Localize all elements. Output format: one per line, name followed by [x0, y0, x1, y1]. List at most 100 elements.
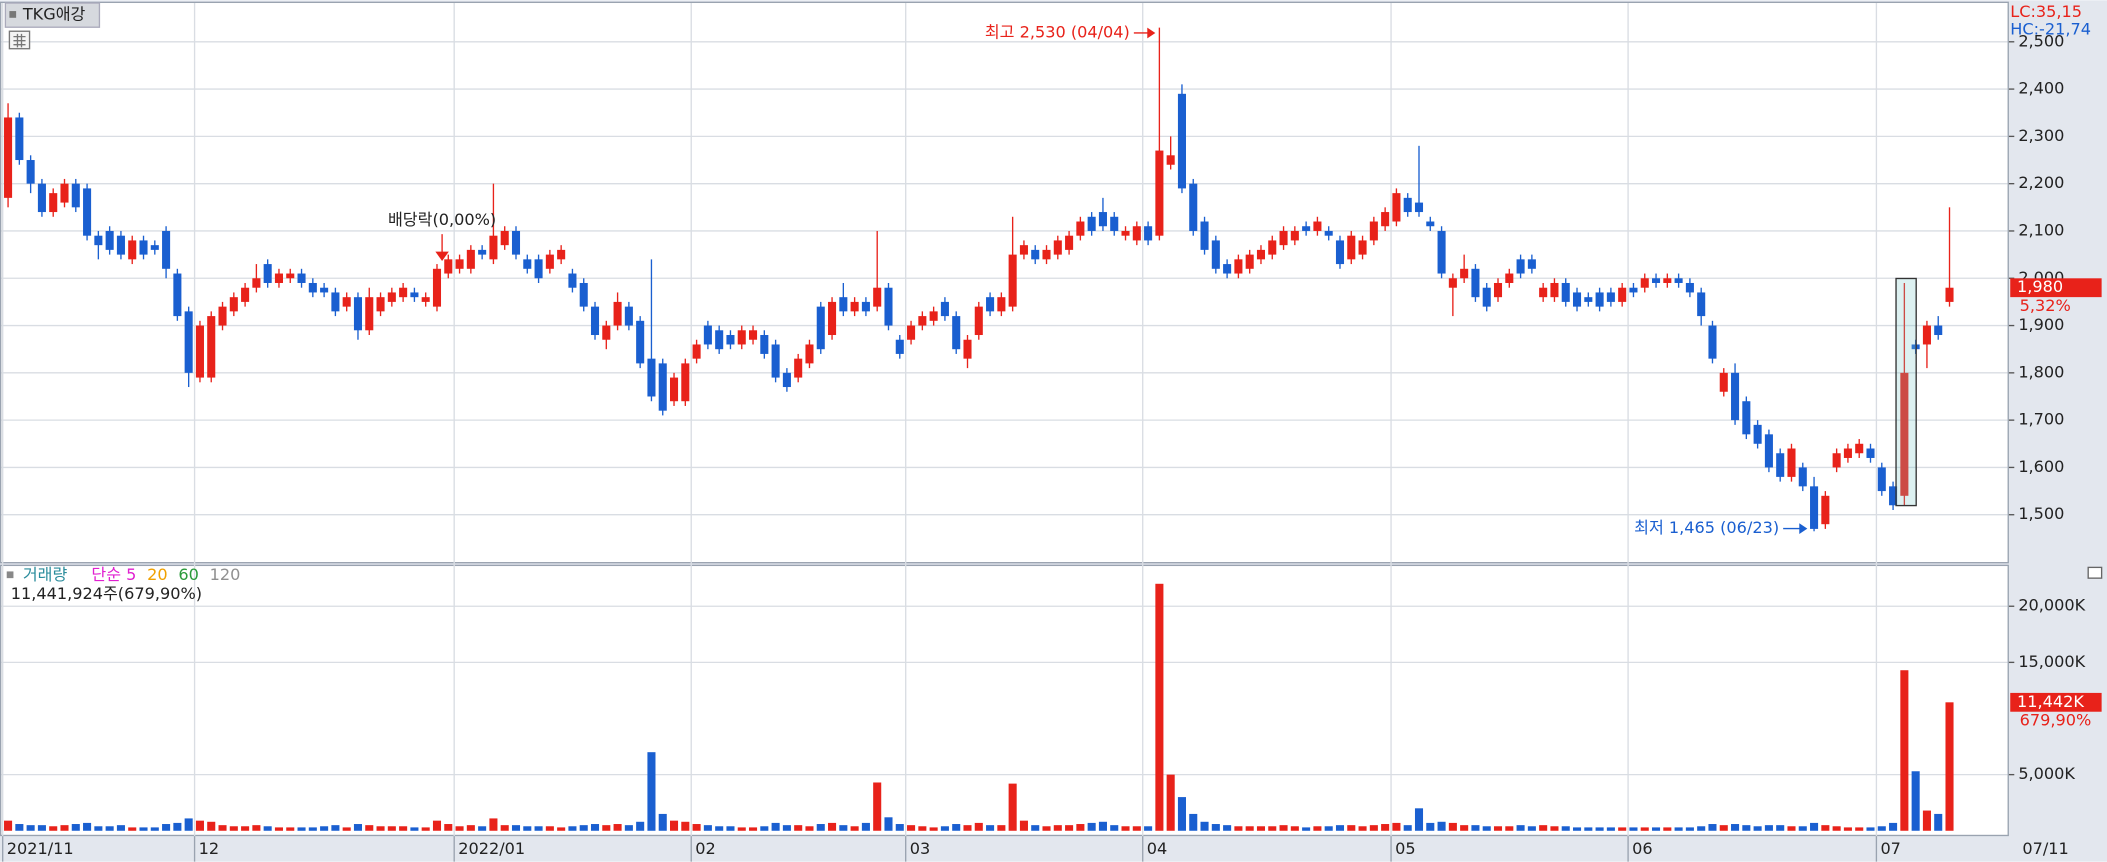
candle-body	[669, 377, 679, 402]
volume-bar	[534, 826, 543, 831]
volume-bar	[331, 825, 340, 831]
indicator: HC:-21,74	[2010, 19, 2091, 38]
volume-bar	[715, 826, 724, 831]
candle-body	[1934, 325, 1943, 336]
volume-bar	[940, 826, 949, 831]
candle-body	[1426, 221, 1435, 227]
candle-body	[1347, 235, 1356, 260]
volume-bar	[839, 825, 848, 831]
volume-bar	[1144, 826, 1153, 831]
volume-bar	[1482, 826, 1491, 831]
candle-body	[1877, 467, 1886, 492]
price-change: 5,32%	[2020, 296, 2071, 315]
candle-body	[1821, 495, 1830, 525]
volume-bar	[1889, 822, 1898, 831]
candle-body	[1652, 278, 1661, 283]
candle-body	[1313, 221, 1322, 231]
legend-entry: 60	[178, 565, 199, 584]
candle-body	[466, 249, 475, 269]
volume-bar	[387, 826, 396, 831]
candle-body	[828, 301, 837, 336]
volume-bar	[1268, 826, 1277, 831]
grid-layer	[1, 3, 2015, 862]
candle-body	[1403, 197, 1412, 213]
volume-bar	[1663, 827, 1672, 831]
volume-bar	[162, 824, 171, 831]
candle-body	[850, 301, 859, 312]
volume-bar	[1697, 826, 1706, 831]
candle-body	[511, 230, 521, 255]
volume-bar	[1279, 825, 1288, 831]
volume-bar	[376, 826, 385, 831]
candle-body	[1482, 287, 1491, 307]
candle-body	[1008, 254, 1017, 307]
volume-bar	[1606, 827, 1615, 831]
volume-bar	[455, 826, 464, 831]
volume-bar	[1347, 825, 1356, 831]
candle-body	[1685, 282, 1694, 293]
volume-icon	[6, 571, 14, 579]
volume-bar	[4, 820, 13, 831]
candle-body	[760, 335, 769, 354]
volume-bar	[1437, 821, 1446, 831]
candle-body	[805, 344, 814, 364]
volume-bar	[410, 827, 419, 831]
dividend-annotation: 배당락(0,00%)	[388, 210, 496, 229]
candle-body	[410, 292, 419, 298]
volume-bar	[218, 825, 227, 831]
volume-bar	[274, 827, 283, 831]
volume-bar	[1776, 825, 1785, 831]
volume-bar	[1177, 797, 1186, 831]
candle-body	[579, 282, 588, 307]
volume-bar	[421, 827, 430, 831]
volume-bar	[94, 826, 103, 831]
title-box[interactable]	[4, 2, 101, 28]
volume-bar	[1685, 827, 1694, 831]
candle-body	[986, 297, 995, 312]
volume-bar	[1505, 826, 1514, 831]
y-tick-label: 20,000K	[2018, 596, 2085, 615]
volume-bar	[1189, 813, 1198, 831]
candle-body	[455, 259, 464, 269]
y-tick-label: 5,000K	[2018, 764, 2075, 783]
price-tag	[2010, 278, 2102, 298]
candle-body	[421, 297, 430, 302]
candle-body	[1539, 287, 1548, 298]
candle-body	[737, 330, 746, 345]
candle-body	[1527, 259, 1536, 269]
volume-bar	[760, 826, 769, 831]
candle-body	[1211, 240, 1220, 269]
candle-body	[1381, 212, 1390, 227]
candle-body	[1674, 278, 1683, 283]
volume-bar	[861, 822, 870, 831]
volume-bar	[1753, 826, 1762, 831]
volume-bar	[884, 817, 893, 831]
volume-bar	[1414, 808, 1424, 831]
candle-body	[1810, 486, 1819, 529]
panel-button[interactable]	[2087, 566, 2103, 579]
x-tick-label: 2022/01	[458, 839, 525, 858]
volume-bar	[1098, 821, 1107, 831]
volume-bar	[907, 825, 916, 831]
low-arrowhead	[1799, 523, 1808, 534]
candle-body	[794, 358, 803, 378]
volume-bar	[1155, 583, 1164, 831]
volume-bar	[963, 825, 972, 831]
candle-body	[1618, 287, 1627, 302]
volume-bar	[737, 827, 746, 831]
volume-bar	[1358, 826, 1367, 831]
candle-body	[1166, 155, 1175, 165]
candle-body	[308, 282, 317, 293]
candle-body	[636, 320, 645, 364]
volume-bar	[749, 827, 758, 831]
y-tick-label: 15,000K	[2018, 652, 2085, 671]
volume-bar	[1674, 827, 1683, 831]
y-tick-label: 1,800	[2018, 362, 2064, 381]
volume-bar	[1618, 827, 1627, 831]
x-tick-label: 03	[910, 839, 931, 858]
volume-bar	[986, 825, 995, 831]
candle-body	[703, 325, 712, 345]
candle-body	[116, 235, 125, 255]
candle-body	[150, 245, 159, 250]
